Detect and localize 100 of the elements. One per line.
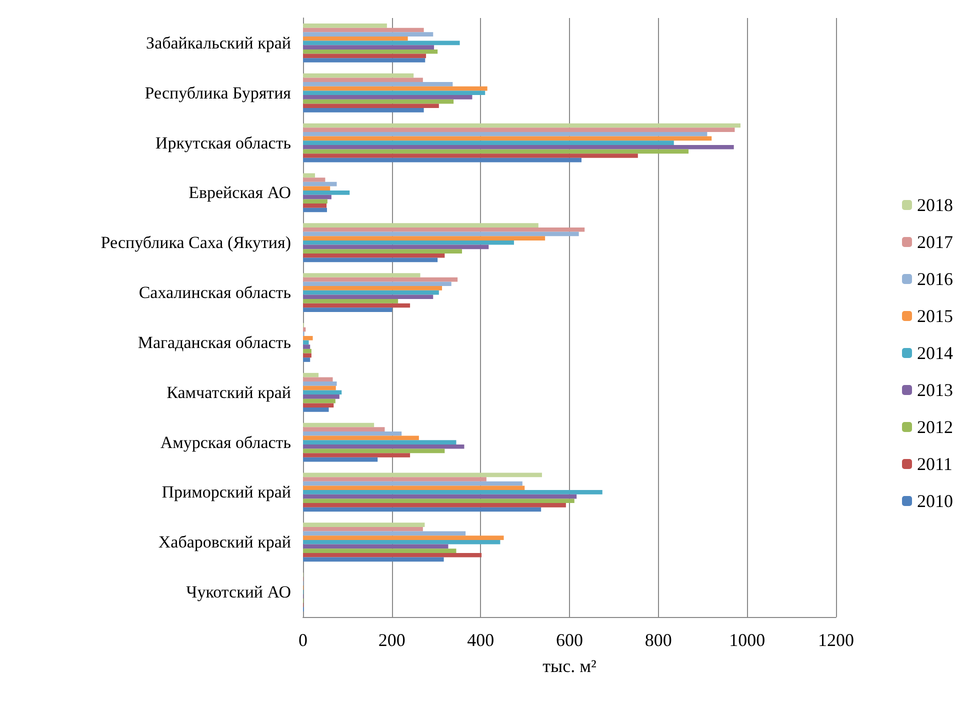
bar — [303, 23, 387, 28]
bar — [303, 208, 327, 212]
y-tick-label: Республика Бурятия — [144, 83, 292, 102]
bar — [303, 481, 522, 486]
legend-label: 2015 — [917, 306, 953, 326]
bar — [303, 144, 734, 150]
bar — [303, 54, 426, 58]
legend-label: 2010 — [917, 491, 953, 511]
bar — [303, 58, 426, 62]
bar — [303, 273, 420, 278]
bar — [303, 427, 385, 432]
x-tick-label: 0 — [298, 630, 308, 650]
y-tick-label: Республика Саха (Якутия) — [100, 233, 291, 252]
bar — [303, 149, 689, 154]
bar — [303, 490, 602, 494]
x-tick-label: 1000 — [729, 630, 766, 650]
bar — [303, 232, 579, 236]
bar — [303, 182, 337, 186]
bar — [303, 386, 336, 390]
bar — [303, 448, 445, 454]
bar — [303, 244, 489, 250]
bar — [303, 431, 402, 436]
bar — [303, 557, 444, 562]
y-tick-label: Амурская область — [160, 432, 292, 452]
bar — [303, 498, 574, 504]
bar — [303, 453, 410, 458]
bar — [303, 95, 472, 100]
bar — [303, 472, 542, 478]
x-tick-label: 1200 — [818, 630, 854, 650]
bar — [303, 422, 374, 428]
bar — [303, 398, 336, 404]
bar — [303, 73, 414, 78]
bar — [303, 290, 439, 295]
bar — [303, 377, 333, 382]
y-tick-label: Иркутская область — [155, 133, 292, 152]
bar — [303, 303, 410, 308]
bar — [303, 348, 312, 354]
bar — [303, 408, 329, 412]
bar — [303, 531, 466, 536]
bar — [303, 353, 312, 358]
y-tick-label: Чукотский АО — [186, 582, 291, 602]
bar — [303, 82, 453, 86]
bar — [303, 136, 712, 141]
bar — [303, 403, 334, 408]
bar — [303, 154, 638, 158]
legend-label: 2017 — [917, 232, 953, 252]
bar — [303, 340, 309, 345]
bar — [303, 132, 708, 136]
bar — [303, 477, 486, 482]
x-tick-label: 400 — [467, 630, 494, 650]
bar — [303, 358, 310, 362]
bar — [303, 436, 419, 440]
legend-label: 2018 — [917, 195, 953, 215]
y-tick-label: Сахалинская область — [138, 283, 292, 302]
bar — [303, 158, 582, 162]
bar — [303, 204, 327, 208]
bar — [303, 507, 542, 512]
bar — [303, 128, 735, 132]
bar — [303, 104, 439, 108]
bar — [303, 536, 504, 540]
bar — [303, 108, 424, 112]
x-tick-label: 200 — [378, 630, 406, 650]
bar — [303, 308, 392, 312]
bar — [303, 544, 448, 549]
bar — [303, 36, 408, 41]
bar — [303, 173, 315, 178]
bar — [303, 503, 566, 508]
y-tick-label: Магаданская область — [138, 332, 292, 352]
bar — [303, 186, 330, 191]
bar — [303, 236, 546, 240]
bar — [303, 390, 342, 395]
bar — [303, 440, 456, 444]
bar — [303, 99, 454, 104]
bar — [303, 294, 434, 300]
y-tick-label: Еврейская АО — [188, 183, 291, 202]
bar — [303, 223, 538, 228]
x-axis-title: тыс. м² — [542, 656, 596, 676]
legend-label: 2013 — [917, 380, 953, 400]
bar — [303, 90, 486, 96]
bar — [303, 178, 326, 182]
bar — [303, 522, 425, 527]
bar — [303, 49, 438, 54]
bar — [303, 372, 319, 378]
bar — [303, 140, 674, 145]
y-tick-label: Забайкальский край — [146, 33, 291, 52]
bar — [303, 552, 482, 558]
legend-label: 2014 — [917, 343, 953, 363]
bar — [303, 457, 378, 462]
bar — [303, 32, 434, 36]
legend-label: 2011 — [917, 454, 952, 474]
bar — [303, 123, 741, 128]
bar — [303, 190, 350, 195]
bar — [303, 282, 452, 286]
y-tick-label: Хабаровский край — [158, 532, 291, 552]
bar — [303, 494, 577, 499]
y-tick-label: Камчатский край — [166, 382, 291, 402]
bar — [303, 86, 488, 91]
bar — [303, 548, 456, 553]
bar — [303, 249, 462, 254]
bar — [303, 394, 340, 399]
